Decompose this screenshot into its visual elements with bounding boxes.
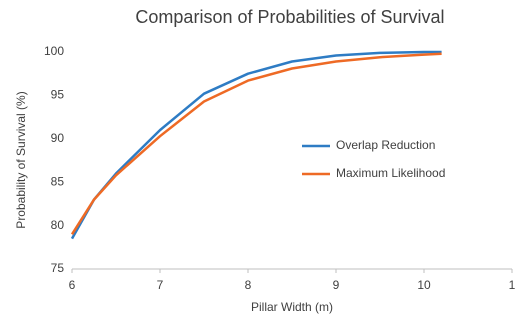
x-tick-label: 6 <box>69 278 76 292</box>
y-tick-label: 95 <box>51 88 65 102</box>
x-tick-label: 10 <box>417 278 431 292</box>
legend-label: Maximum Likelihood <box>336 166 445 180</box>
y-tick-label: 100 <box>44 44 64 58</box>
y-tick-label: 90 <box>51 131 65 145</box>
y-tick-label: 75 <box>51 261 65 275</box>
chart-title: Comparison of Probabilities of Survival <box>135 7 444 27</box>
legend-label: Overlap Reduction <box>336 138 435 152</box>
x-tick-label: 7 <box>157 278 164 292</box>
x-tick-label: 8 <box>245 278 252 292</box>
x-tick-label: 9 <box>333 278 340 292</box>
line <box>70 52 442 235</box>
y-tick-label: 80 <box>51 218 65 232</box>
y-axis-label: Probability of Survival (%) <box>14 91 28 228</box>
x-axis-label: Pillar Width (m) <box>251 300 333 314</box>
y-tick-label: 85 <box>51 174 65 188</box>
x-tick-label: 1 <box>509 278 516 292</box>
